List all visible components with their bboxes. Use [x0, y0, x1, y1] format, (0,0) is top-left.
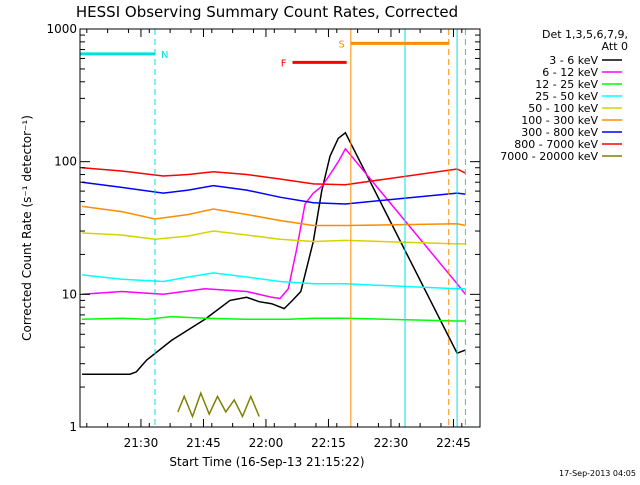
y-tick-label: 10	[62, 287, 77, 301]
flag-f-label: F	[281, 58, 287, 69]
x-tick-label: 21:30	[124, 436, 159, 450]
legend-header: Det 1,3,5,6,7,9,	[542, 28, 628, 41]
series-layer	[82, 131, 466, 419]
series-line-300-800-kev	[82, 181, 466, 205]
x-tick-label: 22:15	[311, 436, 346, 450]
series-line-100-300-kev	[82, 205, 466, 227]
date-stamp: 17-Sep-2013 04:05	[559, 469, 636, 478]
series-line-25-50-kev	[82, 272, 466, 290]
legend-label-25-50-kev: 25 - 50 keV	[535, 90, 598, 103]
legend-label-7000-20000-kev: 7000 - 20000 keV	[500, 150, 598, 163]
ticks-layer: 21:30 21:45 22:00 22:15 22:30 22:45 1 10 100 1000	[46, 22, 480, 450]
chart-title: HESSI Observing Summary Count Rates, Cor…	[76, 3, 458, 21]
flags-layer: N F S	[79, 29, 466, 427]
series-line-50-100-kev	[82, 230, 466, 245]
legend-label-800-7000-kev: 800 - 7000 keV	[514, 138, 598, 151]
x-axis-label: Start Time (16-Sep-13 21:15:22)	[169, 455, 364, 469]
legend-header: Att 0	[602, 40, 628, 53]
y-axis-label: Corrected Count Rate (s⁻¹ detector⁻¹)	[20, 115, 34, 341]
series-line-3-6-kev	[82, 131, 466, 375]
flag-s-label: S	[338, 39, 344, 50]
x-tick-label: 22:00	[249, 436, 284, 450]
x-tick-label: 22:45	[436, 436, 471, 450]
plot-frame	[79, 28, 481, 428]
flag-n-label: N	[161, 50, 168, 61]
x-tick-label: 22:30	[374, 436, 409, 450]
series-line-6-12-kev	[82, 147, 466, 300]
y-tick-label: 1	[69, 420, 77, 434]
legend-label-3-6-kev: 3 - 6 keV	[549, 54, 598, 67]
y-tick-label: 1000	[46, 22, 77, 36]
series-line-7000-20000-kev	[177, 390, 260, 419]
series-line-12-25-kev	[82, 315, 466, 322]
legend-label-6-12-kev: 6 - 12 keV	[542, 66, 598, 79]
x-tick-label: 21:45	[186, 436, 221, 450]
y-tick-label: 100	[54, 155, 77, 169]
legend-label-100-300-kev: 100 - 300 keV	[521, 114, 598, 127]
legend-label-50-100-kev: 50 - 100 keV	[528, 102, 598, 115]
legend-label-300-800-kev: 300 - 800 keV	[521, 126, 598, 139]
series-line-800-7000-kev	[82, 166, 466, 186]
legend-label-12-25-kev: 12 - 25 keV	[535, 78, 598, 91]
